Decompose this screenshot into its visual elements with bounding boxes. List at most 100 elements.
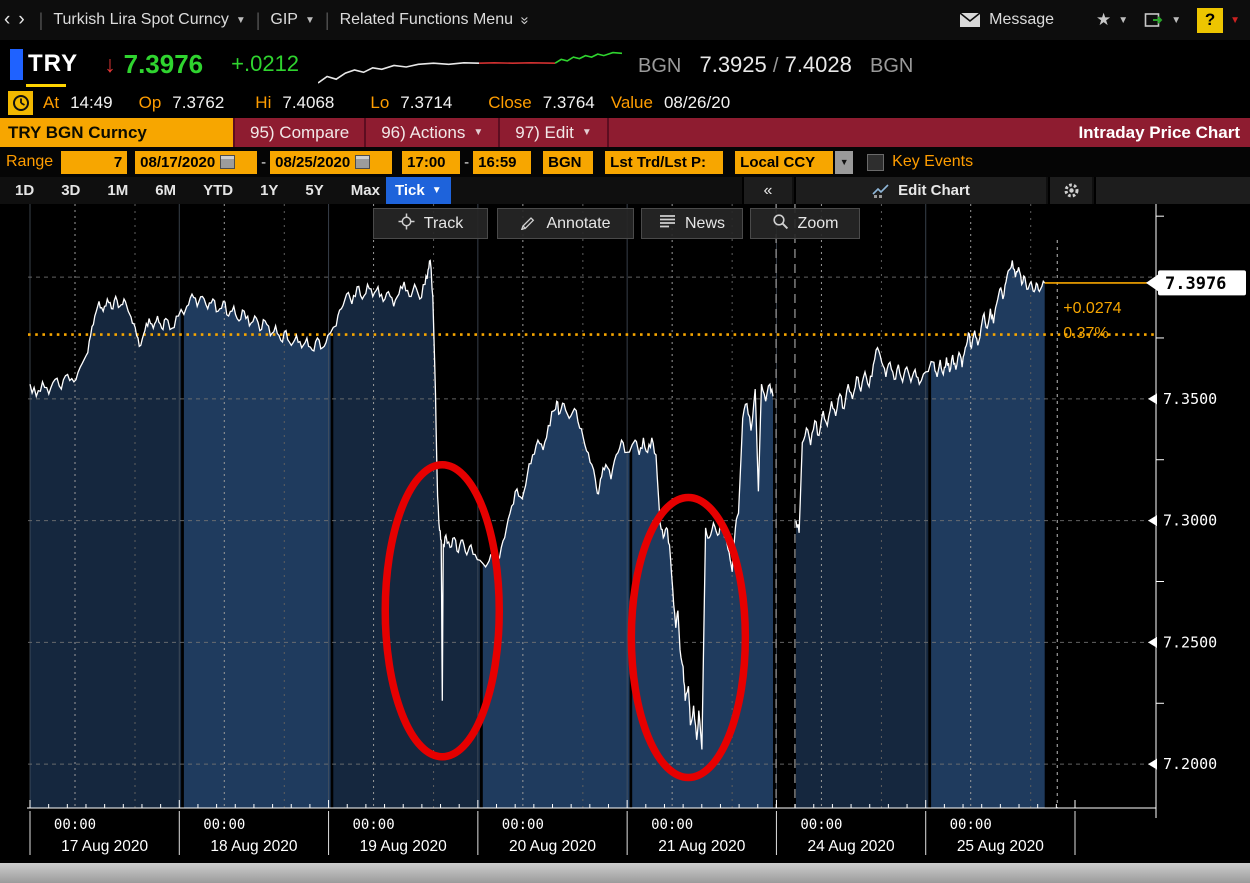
- at-label: At: [43, 93, 60, 112]
- ticker-symbol[interactable]: TRY: [28, 50, 79, 77]
- toolbar-spacer: [1094, 177, 1250, 204]
- forward-arrow-icon[interactable]: ›: [18, 9, 25, 30]
- x-axis-date-label: 19 Aug 2020: [360, 838, 447, 855]
- x-axis-date-label: 20 Aug 2020: [509, 838, 596, 855]
- track-icon: [398, 213, 415, 235]
- ticker-cursor-underline: [26, 84, 66, 87]
- y-axis-label: 7.3000: [1163, 512, 1217, 530]
- tick-interval-dropdown[interactable]: Tick ▼: [385, 177, 451, 204]
- low-value: 7.3714: [400, 93, 453, 112]
- pricing-source-input[interactable]: BGN: [543, 150, 594, 174]
- help-button[interactable]: ?: [1197, 7, 1224, 33]
- window-bottom-edge: [0, 863, 1250, 883]
- value-date-label: Value: [610, 93, 653, 112]
- zoom-icon: [772, 213, 789, 235]
- x-axis-date-label: 17 Aug 2020: [61, 838, 148, 855]
- period-tab-5y[interactable]: 5Y: [305, 182, 324, 199]
- high-value: 7.4068: [282, 93, 335, 112]
- x-axis-date-label: 21 Aug 2020: [658, 838, 745, 855]
- period-tab-max[interactable]: Max: [350, 182, 380, 199]
- change-absolute-label: +0.0274: [1063, 300, 1121, 317]
- down-arrow-icon: ↓: [104, 50, 116, 77]
- chart-settings-button[interactable]: [1048, 177, 1092, 204]
- function-item-actions[interactable]: 96) Actions ▼: [366, 118, 501, 147]
- period-tab-3d[interactable]: 3D: [61, 182, 81, 199]
- caret-down-icon: ▼: [431, 185, 442, 196]
- bid-price: 7.3925: [699, 52, 767, 77]
- caret-down-icon: ▼: [581, 127, 592, 138]
- export-window-icon[interactable]: [1144, 12, 1164, 28]
- chevron-down-icon: ▼: [304, 14, 315, 26]
- bid-source: BGN: [638, 55, 682, 77]
- price-chart[interactable]: +0.0274 0.37% 7.3500 7.3000 7.2500 7.2000 7.39…: [0, 204, 1250, 883]
- divider: |: [38, 9, 44, 30]
- annotate-button[interactable]: Annotate: [497, 208, 634, 239]
- currency-dropdown-button[interactable]: ▼: [835, 150, 854, 174]
- annotation-ellipse: [627, 493, 750, 782]
- close-value: 7.3764: [542, 93, 595, 112]
- dash: -: [464, 153, 470, 171]
- annotate-icon: [520, 213, 537, 235]
- calendar-icon[interactable]: [355, 155, 371, 169]
- function-menu[interactable]: GIP: [270, 11, 298, 28]
- x-axis-time-label: 00:00: [651, 817, 693, 833]
- period-tab-1y[interactable]: 1Y: [260, 182, 279, 199]
- ticker-highlight-bar: [10, 48, 23, 80]
- function-item-compare[interactable]: 95) Compare: [233, 118, 367, 147]
- x-axis-time-label: 00:00: [502, 817, 544, 833]
- message-envelope-icon[interactable]: [959, 12, 981, 28]
- function-item-edit[interactable]: 97) Edit ▼: [500, 118, 609, 147]
- clock-icon: [8, 91, 33, 115]
- range-days-input[interactable]: 7: [61, 150, 128, 174]
- chevron-down-icon: ▼: [1118, 14, 1129, 26]
- favorites-star-icon[interactable]: ★: [1096, 10, 1112, 29]
- period-tab-1d[interactable]: 1D: [15, 182, 35, 199]
- price-type-input[interactable]: Lst Trd/Lst P:: [605, 150, 724, 174]
- slash: /: [772, 55, 779, 77]
- date-from-input[interactable]: 08/17/2020: [135, 150, 258, 174]
- x-axis-time-label: 00:00: [800, 817, 842, 833]
- currency-select[interactable]: Local CCY: [735, 150, 834, 174]
- price-change: +.0212: [231, 51, 300, 76]
- message-button[interactable]: Message: [989, 11, 1055, 28]
- at-value: 14:49: [70, 93, 113, 112]
- edit-chart-button[interactable]: Edit Chart: [794, 177, 1046, 204]
- last-price: 7.3976: [123, 48, 204, 79]
- quote-row: TRY ↓ 7.3976 +.0212: [0, 40, 1250, 88]
- divider: |: [324, 9, 330, 30]
- high-label: Hi: [255, 93, 272, 112]
- x-axis-date-label: 18 Aug 2020: [210, 838, 297, 855]
- close-label: Close: [488, 93, 532, 112]
- calendar-icon[interactable]: [220, 155, 236, 169]
- x-axis-date-label: 25 Aug 2020: [957, 838, 1044, 855]
- ask-source: BGN: [870, 55, 914, 77]
- period-tab-ytd[interactable]: YTD: [203, 182, 234, 199]
- related-functions-menu[interactable]: Related Functions Menu: [339, 11, 513, 28]
- security-field[interactable]: TRY BGN Curncy: [0, 118, 233, 147]
- security-menu[interactable]: Turkish Lira Spot Curncy: [53, 11, 229, 28]
- x-axis-time-label: 00:00: [54, 817, 96, 833]
- date-to-input[interactable]: 08/25/2020: [270, 150, 393, 174]
- news-button[interactable]: News: [641, 208, 743, 239]
- period-tab-6m[interactable]: 6M: [155, 182, 177, 199]
- time-to-input[interactable]: 16:59: [473, 150, 532, 174]
- mini-chart-icon: [872, 183, 889, 198]
- x-axis-time-label: 00:00: [352, 817, 394, 833]
- chevron-down-icon: ▼: [1230, 14, 1240, 26]
- back-arrow-icon[interactable]: ‹: [4, 9, 11, 30]
- open-value: 7.3762: [172, 93, 225, 112]
- time-from-input[interactable]: 17:00: [402, 150, 461, 174]
- period-tab-1m[interactable]: 1M: [107, 182, 129, 199]
- track-button[interactable]: Track: [373, 208, 488, 239]
- x-axis-time-label: 00:00: [950, 817, 992, 833]
- ask-price: 7.4028: [784, 52, 852, 77]
- last-price-tag: 7.3976: [1165, 274, 1226, 294]
- zoom-button[interactable]: Zoom: [750, 208, 860, 239]
- chart-title: Intraday Price Chart: [1078, 122, 1240, 142]
- bid-ask-quote: BGN 7.3925 / 7.4028 BGN: [638, 52, 913, 78]
- collapse-panel-button[interactable]: «: [742, 177, 792, 204]
- intraday-sparkline: [318, 51, 622, 84]
- low-label: Lo: [370, 93, 390, 112]
- divider: |: [255, 9, 261, 30]
- key-events-checkbox[interactable]: [867, 153, 885, 171]
